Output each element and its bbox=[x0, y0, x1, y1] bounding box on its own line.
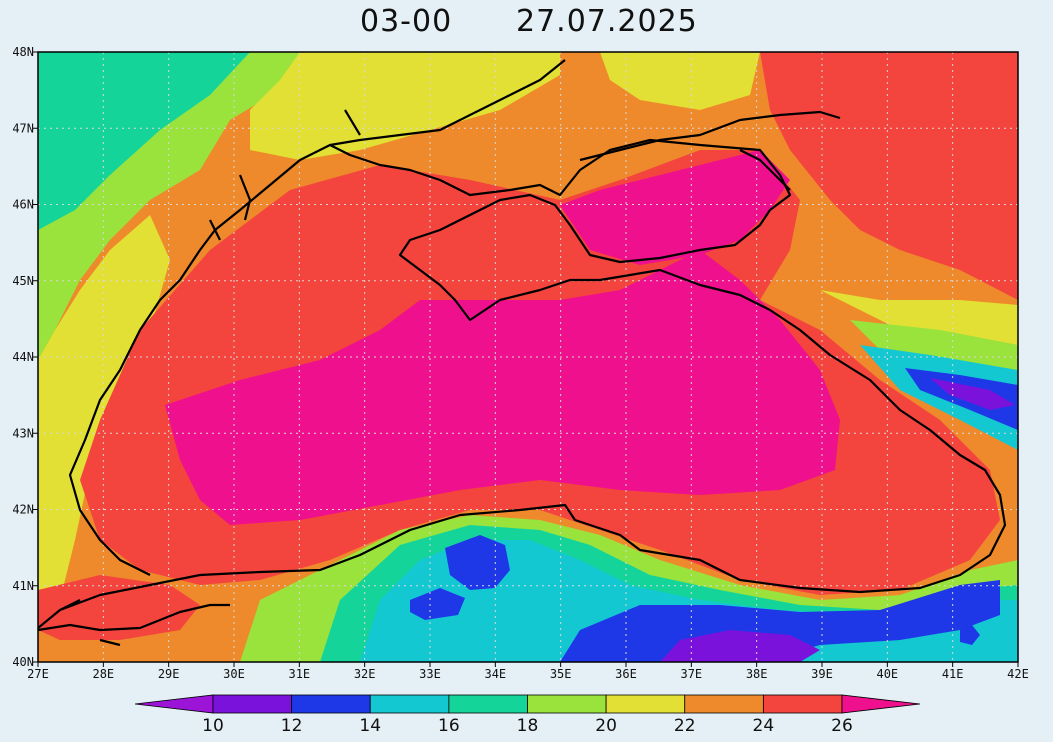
x-tick-label: 29E bbox=[158, 667, 180, 681]
sea-cold-south-blue bbox=[560, 580, 1000, 662]
x-tick-label: 28E bbox=[92, 667, 114, 681]
y-tick-label: 47N bbox=[12, 121, 34, 135]
colorbar-bin bbox=[212, 694, 293, 714]
x-tick-label: 33E bbox=[419, 667, 441, 681]
sea-cold-south-purple bbox=[660, 630, 820, 662]
land-yellow-ne bbox=[600, 52, 760, 110]
map-title: 03-00 27.07.2025 bbox=[0, 4, 1053, 44]
colorbar-bin bbox=[762, 694, 843, 714]
coast-north-bays bbox=[209, 59, 566, 241]
colorbar-label: 10 bbox=[202, 716, 224, 736]
x-tick-label: 36E bbox=[615, 667, 637, 681]
y-tick-label: 46N bbox=[12, 198, 34, 212]
colorbar-label: 12 bbox=[281, 716, 303, 736]
colorbar-arrow-high bbox=[841, 694, 921, 714]
y-tick-label: 48N bbox=[12, 45, 34, 59]
y-tick-label: 41N bbox=[12, 579, 34, 593]
sea-hot-core bbox=[165, 250, 840, 525]
sea-cold-blob-2 bbox=[410, 588, 465, 620]
colorbar-arrow-low bbox=[134, 694, 214, 714]
x-tick-label: 42E bbox=[1007, 667, 1029, 681]
coast-azov bbox=[579, 110, 841, 191]
x-tick-label: 31E bbox=[288, 667, 310, 681]
coastline bbox=[38, 59, 1007, 647]
land-teal-zone bbox=[38, 52, 250, 230]
colorbar-bin bbox=[527, 694, 607, 714]
x-tick-label: 34E bbox=[484, 667, 506, 681]
x-tick-label: 38E bbox=[746, 667, 768, 681]
sea-cold-blob-1 bbox=[445, 535, 510, 590]
x-tick-label: 37E bbox=[680, 667, 702, 681]
colorbar-label: 18 bbox=[517, 716, 539, 736]
x-axis: 27E 28E 29E 30E 31E 32E 33E 34E 35E 36E 37E 38E 39E 4… bbox=[27, 662, 1029, 681]
sea-marmara-zone bbox=[38, 575, 200, 640]
colorbar-bin bbox=[448, 694, 528, 714]
sea-cold-blob-3 bbox=[960, 625, 980, 645]
coast-black-sea bbox=[38, 138, 1007, 629]
colorbar-label: 24 bbox=[753, 716, 775, 736]
y-tick-label: 43N bbox=[12, 426, 34, 440]
y-tick-label: 40N bbox=[12, 655, 34, 669]
x-tick-label: 35E bbox=[550, 667, 572, 681]
sea-azov-core bbox=[560, 150, 790, 265]
y-tick-label: 42N bbox=[12, 503, 34, 517]
graticule bbox=[38, 52, 1018, 662]
x-tick-label: 32E bbox=[354, 667, 376, 681]
coast-marmara bbox=[38, 599, 230, 647]
x-tick-label: 30E bbox=[223, 667, 245, 681]
y-tick-label: 45N bbox=[12, 274, 34, 288]
colorbar-bin bbox=[684, 694, 764, 714]
land-purple-east bbox=[930, 378, 1015, 410]
temperature-field bbox=[38, 52, 1018, 662]
y-tick-label: 44N bbox=[12, 350, 34, 364]
y-axis: 40N 41N 42N 43N 44N 45N 46N 47N 48N bbox=[12, 45, 38, 669]
x-tick-label: 27E bbox=[27, 667, 49, 681]
land-yellow-east bbox=[820, 290, 1018, 420]
x-tick-label: 39E bbox=[811, 667, 833, 681]
x-tick-label: 40E bbox=[876, 667, 898, 681]
colorbar-label: 14 bbox=[359, 716, 381, 736]
colorbar-label: 22 bbox=[674, 716, 696, 736]
colorbar-bin bbox=[369, 694, 450, 714]
colorbar-label: 20 bbox=[595, 716, 617, 736]
colorbar-bin bbox=[605, 694, 686, 714]
colorbar-label: 26 bbox=[831, 716, 853, 736]
title-time: 03-00 bbox=[360, 4, 453, 39]
title-date: 27.07.2025 bbox=[516, 4, 698, 39]
land-yellow-north bbox=[250, 52, 560, 160]
x-tick-label: 41E bbox=[942, 667, 964, 681]
colorbar-bin bbox=[291, 694, 371, 714]
colorbar-label: 16 bbox=[438, 716, 460, 736]
colorbar: 10 12 14 16 18 20 22 24 26 bbox=[134, 694, 921, 736]
